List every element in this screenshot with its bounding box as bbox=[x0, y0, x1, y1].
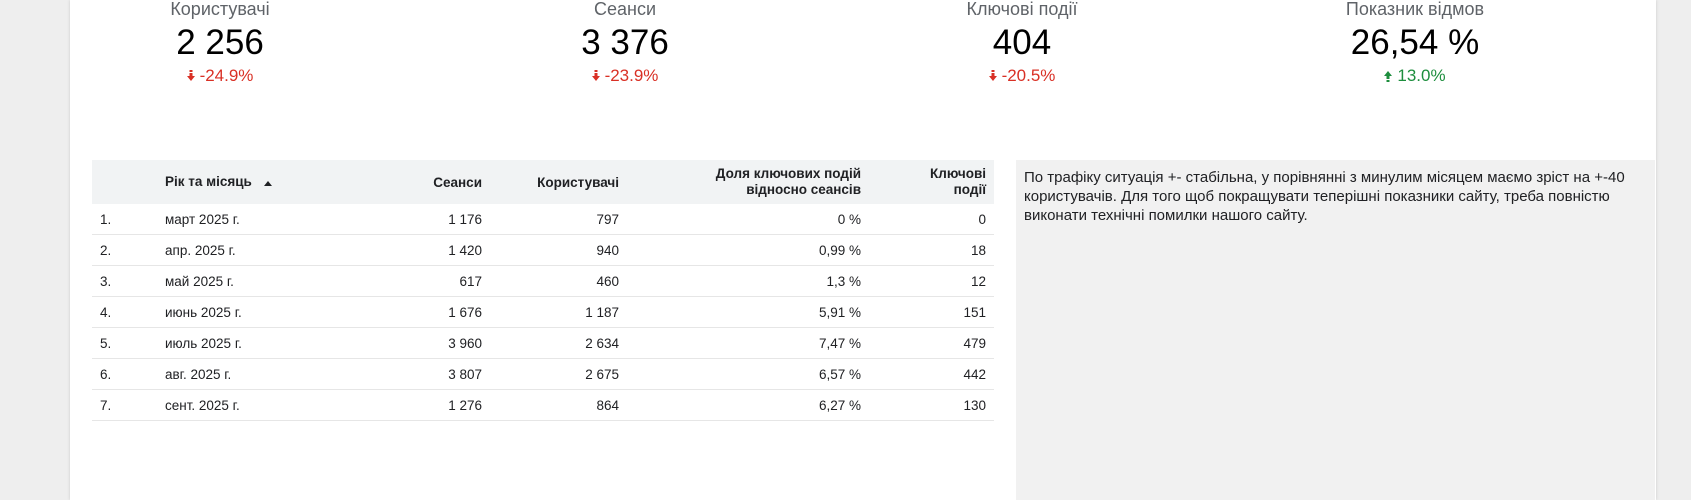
table-row: 2. апр. 2025 г. 1 420 940 0,99 % 18 bbox=[92, 235, 994, 266]
cell-index: 7. bbox=[100, 397, 112, 413]
header-rate-line1: Доля ключових подій bbox=[715, 166, 861, 181]
kpi-delta: -23.9% bbox=[475, 66, 775, 86]
kpi-label: Сеанси bbox=[593, 0, 656, 19]
sort-ascending-icon[interactable] bbox=[263, 175, 272, 190]
kpi-value: 26,54 % bbox=[1350, 23, 1480, 62]
cell-month: июнь 2025 г. bbox=[165, 304, 242, 320]
cell-month: апр. 2025 г. bbox=[165, 242, 236, 258]
cell-sessions: 3 807 bbox=[448, 366, 482, 382]
header-key-event-rate[interactable]: Доля ключових подій відносно сеансів bbox=[627, 166, 869, 198]
cell-users: 940 bbox=[596, 242, 619, 258]
commentary-text: По трафіку ситуація +- стабільна, у порі… bbox=[1024, 169, 1625, 224]
kpi-value: 2 256 bbox=[176, 23, 264, 62]
cell-users: 460 bbox=[596, 273, 619, 289]
monthly-table: Рік та місяць Сеанси Користувачі Доля кл… bbox=[92, 160, 994, 421]
cell-index: 4. bbox=[100, 304, 112, 320]
cell-key-events: 0 bbox=[978, 211, 986, 227]
commentary-text-box: По трафіку ситуація +- стабільна, у порі… bbox=[1016, 160, 1655, 500]
kpi-label: Ключові події bbox=[966, 0, 1078, 19]
cell-month: июль 2025 г. bbox=[165, 335, 242, 351]
kpi-delta-value: 13.0% bbox=[1397, 66, 1446, 85]
cell-key-events: 12 bbox=[970, 273, 986, 289]
cell-users: 864 bbox=[596, 397, 619, 413]
cell-rate: 5,91 % bbox=[818, 304, 861, 320]
arrow-up-icon bbox=[1384, 70, 1393, 82]
kpi-delta: -24.9% bbox=[70, 66, 370, 86]
cell-key-events: 130 bbox=[963, 397, 986, 413]
kpi-value: 3 376 bbox=[581, 23, 669, 62]
kpi-users[interactable]: Користувачі 2 256 -24.9% bbox=[70, 0, 370, 86]
cell-index: 5. bbox=[100, 335, 112, 351]
cell-sessions: 1 176 bbox=[448, 211, 482, 227]
cell-key-events: 18 bbox=[970, 242, 986, 258]
cell-sessions: 617 bbox=[459, 273, 482, 289]
header-rate-line2: відносно сеансів bbox=[746, 182, 861, 197]
arrow-down-icon bbox=[988, 70, 997, 82]
cell-month: авг. 2025 г. bbox=[165, 366, 232, 382]
cell-users: 797 bbox=[596, 211, 619, 227]
cell-sessions: 3 960 bbox=[448, 335, 482, 351]
cell-key-events: 442 bbox=[963, 366, 986, 382]
cell-rate: 6,57 % bbox=[818, 366, 861, 382]
table-row: 6. авг. 2025 г. 3 807 2 675 6,57 % 442 bbox=[92, 359, 994, 390]
header-conv-line1: Ключові bbox=[930, 166, 986, 181]
table-row: 3. май 2025 г. 617 460 1,3 % 12 bbox=[92, 266, 994, 297]
table-row: 4. июнь 2025 г. 1 676 1 187 5,91 % 151 bbox=[92, 297, 994, 328]
table-row: 7. сент. 2025 г. 1 276 864 6,27 % 130 bbox=[92, 390, 994, 421]
kpi-delta: 13.0% bbox=[1265, 66, 1565, 86]
cell-users: 1 187 bbox=[585, 304, 619, 320]
cell-rate: 1,3 % bbox=[826, 273, 861, 289]
cell-key-events: 479 bbox=[963, 335, 986, 351]
cell-index: 2. bbox=[100, 242, 112, 258]
cell-index: 3. bbox=[100, 273, 112, 289]
header-month[interactable]: Рік та місяць bbox=[165, 174, 345, 190]
cell-rate: 0,99 % bbox=[818, 242, 861, 258]
cell-month: сент. 2025 г. bbox=[165, 397, 240, 413]
kpi-label: Користувачі bbox=[170, 0, 270, 19]
kpi-label: Показник відмов bbox=[1345, 0, 1485, 19]
cell-month: март 2025 г. bbox=[165, 211, 240, 227]
arrow-down-icon bbox=[591, 70, 600, 82]
kpi-delta-value: -23.9% bbox=[604, 66, 659, 85]
cell-sessions: 1 420 bbox=[448, 242, 482, 258]
header-conv-line2: події bbox=[953, 182, 986, 197]
cell-month: май 2025 г. bbox=[165, 273, 234, 289]
cell-users: 2 634 bbox=[585, 335, 619, 351]
kpi-bounce-rate[interactable]: Показник відмов 26,54 % 13.0% bbox=[1265, 0, 1565, 86]
header-month-label: Рік та місяць bbox=[165, 174, 252, 190]
report-canvas: Користувачі 2 256 -24.9% Сеанси 3 376 -2… bbox=[70, 0, 1656, 500]
kpi-delta-value: -20.5% bbox=[1001, 66, 1056, 85]
cell-sessions: 1 676 bbox=[448, 304, 482, 320]
cell-rate: 6,27 % bbox=[818, 397, 861, 413]
table-row: 5. июль 2025 г. 3 960 2 634 7,47 % 479 bbox=[92, 328, 994, 359]
cell-index: 6. bbox=[100, 366, 112, 382]
cell-key-events: 151 bbox=[963, 304, 986, 320]
kpi-delta-value: -24.9% bbox=[199, 66, 254, 85]
cell-rate: 7,47 % bbox=[818, 335, 861, 351]
kpi-key-events[interactable]: Ключові події 404 -20.5% bbox=[872, 0, 1172, 86]
arrow-down-icon bbox=[186, 70, 195, 82]
header-users[interactable]: Користувачі bbox=[537, 174, 619, 190]
cell-index: 1. bbox=[100, 211, 112, 227]
kpi-sessions[interactable]: Сеанси 3 376 -23.9% bbox=[475, 0, 775, 86]
cell-users: 2 675 bbox=[585, 366, 619, 382]
table-header: Рік та місяць Сеанси Користувачі Доля кл… bbox=[92, 160, 994, 204]
kpi-value: 404 bbox=[992, 23, 1052, 62]
kpi-delta: -20.5% bbox=[872, 66, 1172, 86]
cell-sessions: 1 276 bbox=[448, 397, 482, 413]
header-sessions[interactable]: Сеанси bbox=[433, 174, 482, 190]
cell-rate: 0 % bbox=[837, 211, 861, 227]
header-key-events[interactable]: Ключові події bbox=[869, 166, 994, 198]
table-row: 1. март 2025 г. 1 176 797 0 % 0 bbox=[92, 204, 994, 235]
